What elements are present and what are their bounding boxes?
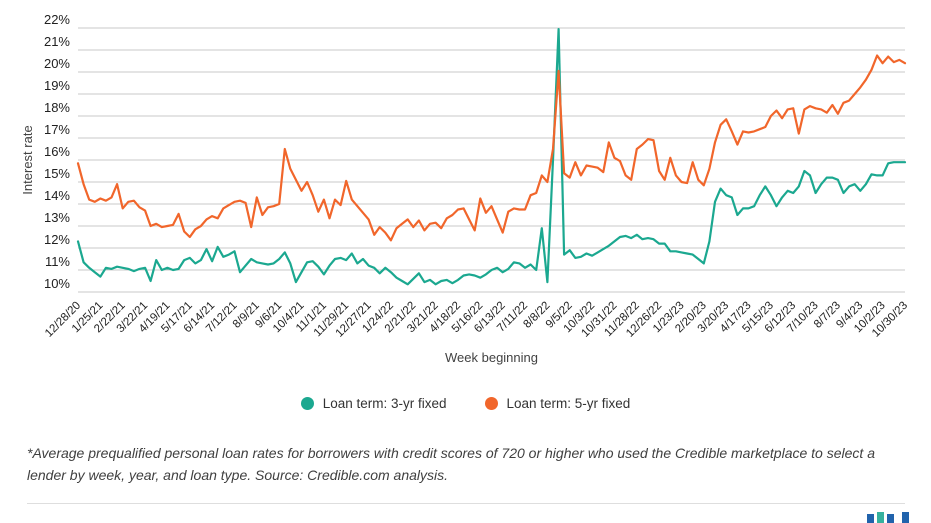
y-axis-title: Interest rate bbox=[20, 125, 35, 194]
legend-label-3yr: Loan term: 3-yr fixed bbox=[322, 396, 447, 411]
logo-bar bbox=[902, 512, 909, 523]
y-tick-label: 12% bbox=[44, 232, 70, 247]
y-tick-label: 14% bbox=[44, 188, 70, 203]
legend-label-5yr: Loan term: 5-yr fixed bbox=[506, 396, 631, 411]
chart-legend: Loan term: 3-yr fixed Loan term: 5-yr fi… bbox=[0, 396, 931, 411]
y-tick-label: 19% bbox=[44, 78, 70, 93]
logo-bar bbox=[867, 514, 874, 523]
y-tick-label: 20% bbox=[44, 56, 70, 71]
y-tick-label: 16% bbox=[44, 144, 70, 159]
legend-dot-5yr-icon bbox=[484, 397, 498, 410]
logo-bar bbox=[887, 514, 894, 523]
y-tick-label: 18% bbox=[44, 100, 70, 115]
y-tick-label: 21% bbox=[44, 34, 70, 49]
legend-item-5yr: Loan term: 5-yr fixed bbox=[484, 396, 631, 411]
y-tick-label: 10% bbox=[44, 276, 70, 291]
y-tick-label: 17% bbox=[44, 122, 70, 137]
series-line-0 bbox=[76, 28, 907, 286]
legend-dot-3yr-icon bbox=[300, 397, 314, 410]
loan-rates-line-chart: 10%11%12%13%14%15%16%17%18%19%20%21%22%1… bbox=[20, 12, 910, 365]
y-tick-label: 13% bbox=[44, 210, 70, 225]
source-footnote: *Average prequalified personal loan rate… bbox=[27, 445, 875, 483]
y-tick-label: 15% bbox=[44, 166, 70, 181]
x-axis-title: Week beginning bbox=[445, 350, 538, 365]
legend-item-3yr: Loan term: 3-yr fixed bbox=[300, 396, 447, 411]
credible-logo-bars-icon bbox=[867, 512, 909, 523]
series-line-1 bbox=[76, 54, 907, 242]
logo-bar bbox=[877, 512, 884, 523]
footer-divider bbox=[27, 503, 905, 504]
y-tick-label: 22% bbox=[44, 12, 70, 27]
y-tick-label: 11% bbox=[45, 254, 70, 269]
